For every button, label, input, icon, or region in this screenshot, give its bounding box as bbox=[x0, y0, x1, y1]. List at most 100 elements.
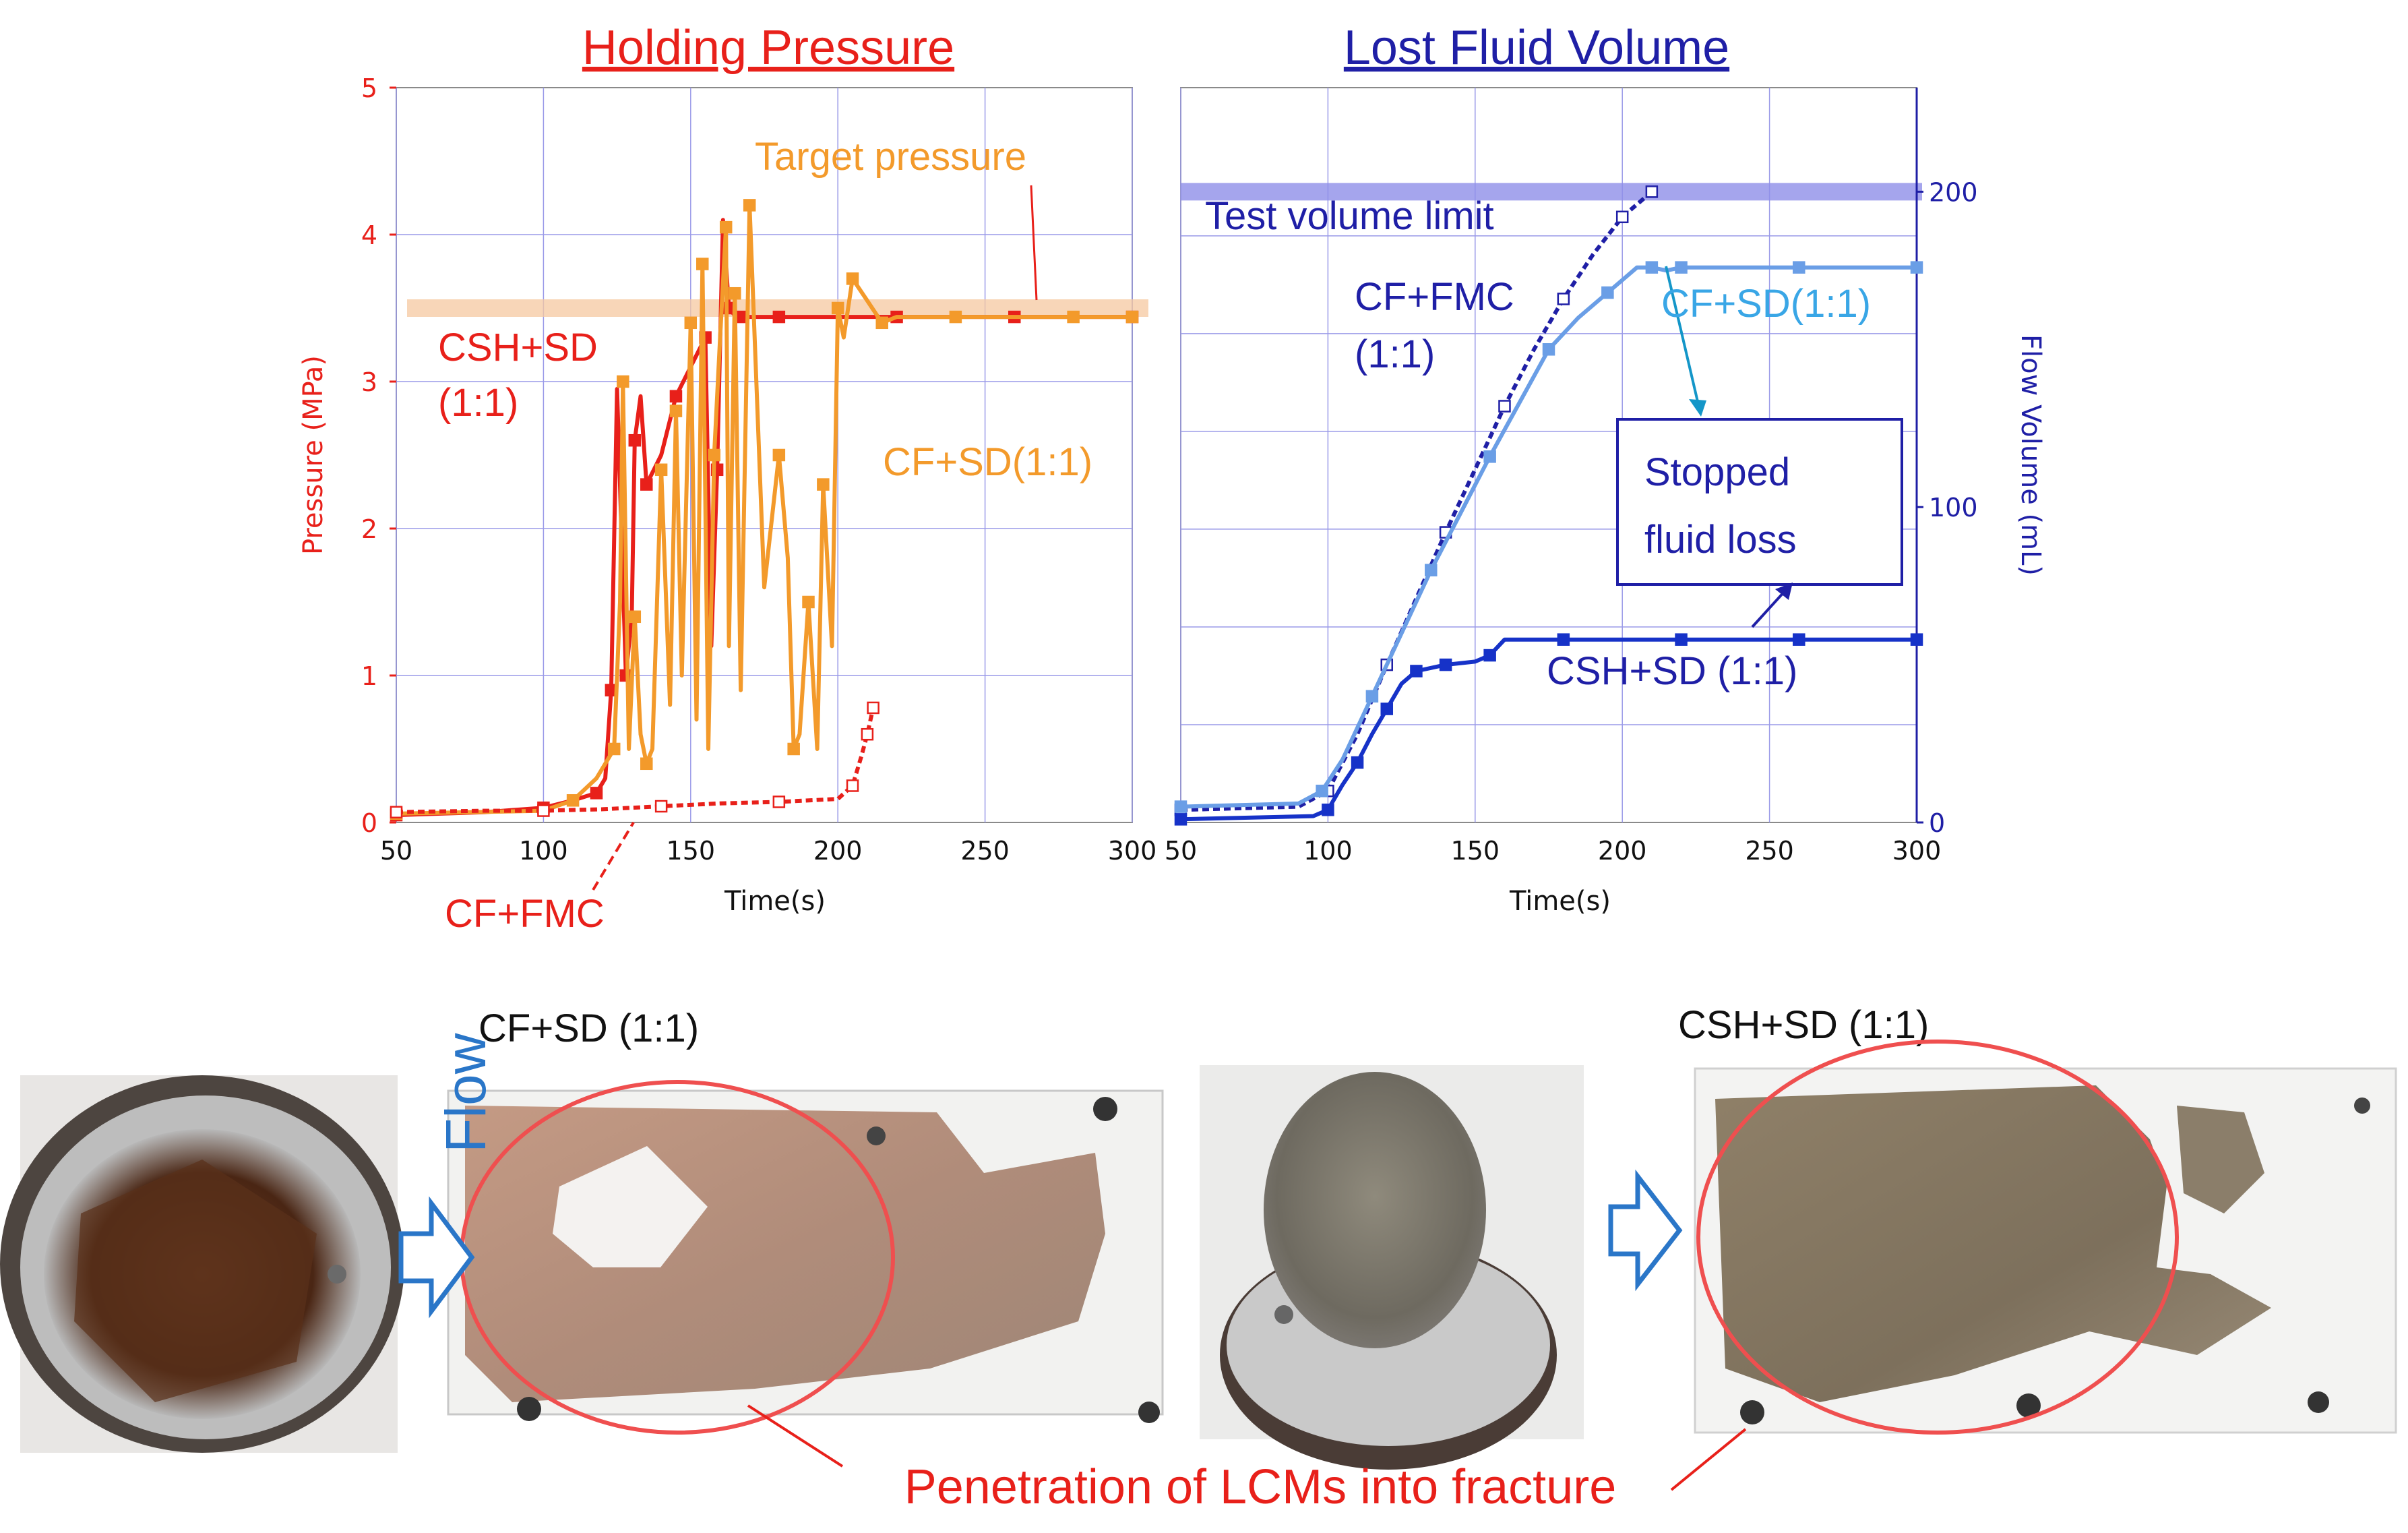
flow-label: Flow bbox=[434, 1033, 497, 1153]
stopped-arrowhead-lower bbox=[1775, 582, 1793, 600]
p-series-1-marker bbox=[669, 404, 683, 417]
p-series-1-marker bbox=[875, 316, 888, 330]
photo-label-cf-sd: CF+SD (1:1) bbox=[478, 1006, 699, 1050]
v-series-2-marker bbox=[1910, 633, 1923, 646]
v-series-1-marker bbox=[1910, 261, 1923, 274]
p-series-1-marker bbox=[729, 287, 741, 300]
bottom-caption: Penetration of LCMs into fracture bbox=[904, 1460, 1617, 1514]
p-series-0-marker bbox=[590, 787, 603, 800]
p-series-0-marker bbox=[772, 310, 786, 324]
v-series-2-marker bbox=[1380, 702, 1394, 715]
v-series-2-marker bbox=[1793, 633, 1805, 646]
volume-grid bbox=[1180, 88, 1917, 822]
v-series-1-marker bbox=[1316, 784, 1328, 798]
v-series-1-marker bbox=[1425, 564, 1438, 577]
v-series-2-marker bbox=[1174, 813, 1187, 826]
v-series-1-marker bbox=[1601, 286, 1614, 299]
photo-cf-sd-disk bbox=[0, 1075, 404, 1453]
p-series-1-marker bbox=[640, 757, 653, 771]
p-series-2-marker bbox=[846, 779, 859, 792]
v-series-2-marker bbox=[1439, 658, 1452, 671]
stopped-fluid-loss-box bbox=[1616, 418, 1903, 586]
v-x-tick: 50 bbox=[1165, 836, 1197, 866]
pressure-grid bbox=[396, 88, 1133, 822]
test-volume-limit-label: Test volume limit bbox=[1205, 194, 1494, 238]
p-series-0-marker bbox=[628, 433, 642, 447]
v-series-2-marker bbox=[1557, 633, 1570, 646]
p-y-tick: 3 bbox=[361, 367, 377, 397]
p-series-0-marker bbox=[640, 478, 653, 491]
pressure-y-axis-label: Pressure (MPa) bbox=[298, 355, 329, 555]
p-x-tick: 150 bbox=[667, 836, 716, 866]
photo-csh-sd-disk bbox=[1200, 1065, 1584, 1470]
caption-leader-right bbox=[1670, 1428, 1747, 1491]
photo-cf-sd-fracture: CF+SD (1:1) bbox=[447, 1006, 1164, 1435]
pressure-chart: Holding Pressure 50 100 150 200 250 300 0 1 2 3 4… bbox=[298, 21, 1156, 936]
p-series-1-marker bbox=[708, 448, 720, 462]
p-x-tick: 50 bbox=[380, 836, 412, 866]
lab-cf-fmc-p-line: CF+FMC bbox=[445, 892, 605, 936]
v-x-tick: 100 bbox=[1303, 836, 1353, 866]
v-series-1-marker bbox=[1174, 800, 1187, 813]
v-x-tick: 150 bbox=[1451, 836, 1500, 866]
v-series-line-0 bbox=[1180, 190, 1653, 812]
p-series-2-marker bbox=[861, 727, 874, 741]
stopped-text-line: fluid loss bbox=[1644, 518, 1797, 562]
v-series-0-marker bbox=[1615, 210, 1629, 224]
pressure-y-tick-labels: 0 1 2 3 4 5 bbox=[361, 73, 396, 838]
p-series-line-2 bbox=[396, 707, 875, 814]
lab-cf-fmc-v-line: (1:1) bbox=[1355, 332, 1435, 376]
p-series-1-marker bbox=[1125, 310, 1139, 324]
cf-fmc-pressure-label: CF+FMC bbox=[445, 892, 605, 936]
v-series-2-marker bbox=[1675, 633, 1688, 646]
p-series-1-marker bbox=[607, 742, 621, 756]
caption-leader-left bbox=[747, 1404, 844, 1468]
p-series-1-marker bbox=[802, 595, 815, 609]
cf-fmc-volume-label: CF+FMC (1:1) bbox=[1355, 275, 1514, 376]
volume-chart-title: Lost Fluid Volume bbox=[1344, 21, 1729, 75]
penetration-ellipse-right bbox=[1696, 1040, 2179, 1435]
v-series-1-marker bbox=[1675, 261, 1688, 274]
target-pressure-label: Target pressure bbox=[755, 135, 1026, 179]
p-series-2-marker bbox=[390, 806, 403, 818]
lab-csh-sd-p-line: (1:1) bbox=[438, 381, 518, 425]
p-y-tick: 1 bbox=[361, 661, 377, 691]
p-series-2-marker bbox=[867, 701, 879, 715]
v-x-tick: 250 bbox=[1745, 836, 1794, 866]
stopped-arrow-upper bbox=[1665, 266, 1700, 405]
v-x-tick: 200 bbox=[1598, 836, 1647, 866]
p-series-2-marker bbox=[537, 804, 550, 817]
pressure-x-tick-labels: 50 100 150 200 250 300 bbox=[380, 836, 1156, 866]
p-series-1-marker bbox=[654, 463, 668, 477]
p-x-tick: 200 bbox=[813, 836, 863, 866]
test-volume-limit-band bbox=[1181, 183, 1922, 201]
v-series-0-marker bbox=[1645, 185, 1659, 198]
p-series-1-marker bbox=[617, 375, 629, 388]
p-series-1-marker bbox=[772, 448, 786, 462]
volume-x-axis-label: Time(s) bbox=[1509, 886, 1611, 917]
p-series-1-marker bbox=[846, 272, 859, 285]
v-series-2-marker bbox=[1322, 804, 1334, 816]
cf-fmc-pressure-leader bbox=[592, 821, 635, 891]
p-series-1-marker bbox=[719, 220, 733, 234]
p-y-tick: 2 bbox=[361, 514, 377, 544]
csh-sd-pressure-label: CSH+SD (1:1) bbox=[438, 326, 598, 425]
v-series-1-marker bbox=[1483, 450, 1496, 463]
volume-series bbox=[1174, 185, 1923, 826]
volume-chart: Lost Fluid Volume Test volume limit 50 10… bbox=[1165, 21, 2046, 917]
p-series-1-marker bbox=[684, 316, 698, 330]
photo-label-csh-sd: CSH+SD (1:1) bbox=[1678, 1003, 1929, 1047]
p-series-1-marker bbox=[696, 258, 709, 270]
pressure-plot-area bbox=[396, 87, 1133, 823]
pressure-x-axis-label: Time(s) bbox=[724, 886, 826, 917]
p-series-line-1 bbox=[396, 203, 1132, 816]
p-series-1-marker bbox=[743, 199, 756, 212]
v-series-0-marker bbox=[1557, 293, 1570, 305]
p-x-tick: 100 bbox=[519, 836, 568, 866]
v-y-tick: 200 bbox=[1929, 177, 1978, 207]
v-series-0-marker bbox=[1498, 400, 1511, 413]
target-pressure-leader bbox=[1030, 185, 1038, 301]
lab-csh-sd-v-line: CSH+SD (1:1) bbox=[1547, 649, 1797, 693]
lab-cf-sd-v-line: CF+SD(1:1) bbox=[1661, 282, 1871, 326]
